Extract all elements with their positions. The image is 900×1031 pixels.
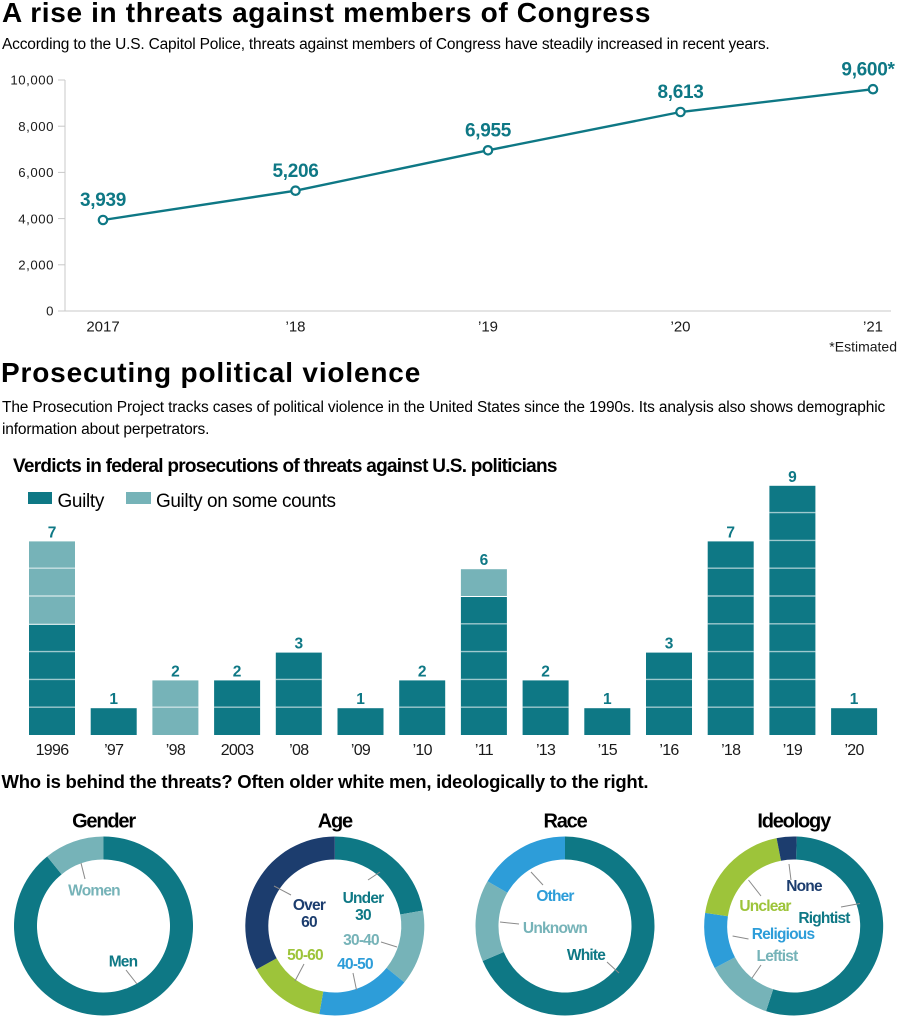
svg-text:’98: ’98 <box>166 742 186 759</box>
svg-text:1996: 1996 <box>36 742 70 759</box>
svg-text:8,613: 8,613 <box>657 82 703 103</box>
svg-text:*Estimated: *Estimated <box>829 339 897 355</box>
svg-text:’20: ’20 <box>670 319 690 336</box>
svg-text:30: 30 <box>355 907 371 924</box>
svg-text:Unclear: Unclear <box>739 898 791 915</box>
svg-text:’19: ’19 <box>783 742 803 759</box>
svg-text:7: 7 <box>48 524 57 541</box>
svg-text:Under: Under <box>343 890 385 907</box>
svg-text:’18: ’18 <box>721 742 741 759</box>
svg-text:3,939: 3,939 <box>80 190 126 211</box>
svg-text:2: 2 <box>541 663 550 680</box>
svg-text:’11: ’11 <box>475 742 494 759</box>
svg-text:2,000: 2,000 <box>18 258 54 273</box>
svg-text:Leftist: Leftist <box>757 948 799 965</box>
svg-text:’08: ’08 <box>289 742 309 759</box>
svg-text:40-50: 40-50 <box>337 956 373 973</box>
svg-text:Over: Over <box>293 897 326 914</box>
svg-text:Race: Race <box>543 810 587 832</box>
svg-text:5,206: 5,206 <box>272 161 318 182</box>
svg-text:Men: Men <box>109 954 138 971</box>
svg-text:9: 9 <box>788 469 797 486</box>
svg-text:4,000: 4,000 <box>18 211 54 226</box>
svg-text:1: 1 <box>603 691 612 708</box>
svg-text:50-60: 50-60 <box>287 947 323 964</box>
svg-text:3: 3 <box>294 636 303 653</box>
svg-text:’21: ’21 <box>863 319 883 336</box>
svg-text:3: 3 <box>665 636 674 653</box>
svg-text:8,000: 8,000 <box>18 119 54 134</box>
svg-text:2: 2 <box>233 663 242 680</box>
svg-text:Gender: Gender <box>72 810 136 832</box>
svg-text:’97: ’97 <box>104 742 124 759</box>
svg-text:’15: ’15 <box>598 742 618 759</box>
svg-text:’10: ’10 <box>413 742 433 759</box>
svg-text:2: 2 <box>171 663 180 680</box>
svg-text:’16: ’16 <box>659 742 679 759</box>
svg-text:60: 60 <box>301 914 317 931</box>
svg-text:None: None <box>786 878 823 895</box>
svg-text:6,955: 6,955 <box>465 121 512 142</box>
svg-text:Women: Women <box>68 883 120 900</box>
svg-text:0: 0 <box>46 304 54 319</box>
svg-text:Ideology: Ideology <box>757 810 832 832</box>
svg-text:10,000: 10,000 <box>10 73 54 88</box>
svg-text:Unknown: Unknown <box>523 920 587 937</box>
svg-text:’20: ’20 <box>844 742 864 759</box>
svg-text:1: 1 <box>850 691 859 708</box>
svg-text:6: 6 <box>480 552 489 569</box>
svg-text:Religious: Religious <box>752 926 815 943</box>
svg-text:30-40: 30-40 <box>343 932 379 949</box>
svg-text:1: 1 <box>356 691 365 708</box>
svg-text:2017: 2017 <box>86 319 119 336</box>
svg-text:’09: ’09 <box>351 742 371 759</box>
svg-text:9,600*: 9,600* <box>841 60 895 80</box>
svg-text:7: 7 <box>726 524 735 541</box>
svg-text:Age: Age <box>318 810 353 832</box>
svg-text:’18: ’18 <box>285 319 305 336</box>
svg-text:’19: ’19 <box>478 319 498 336</box>
svg-text:Rightist: Rightist <box>798 910 850 927</box>
svg-text:2003: 2003 <box>221 742 255 759</box>
svg-text:White: White <box>567 947 606 964</box>
svg-text:6,000: 6,000 <box>18 165 54 180</box>
svg-text:2: 2 <box>418 663 427 680</box>
svg-text:Other: Other <box>536 888 574 905</box>
svg-text:1: 1 <box>109 691 118 708</box>
svg-text:’13: ’13 <box>536 742 556 759</box>
